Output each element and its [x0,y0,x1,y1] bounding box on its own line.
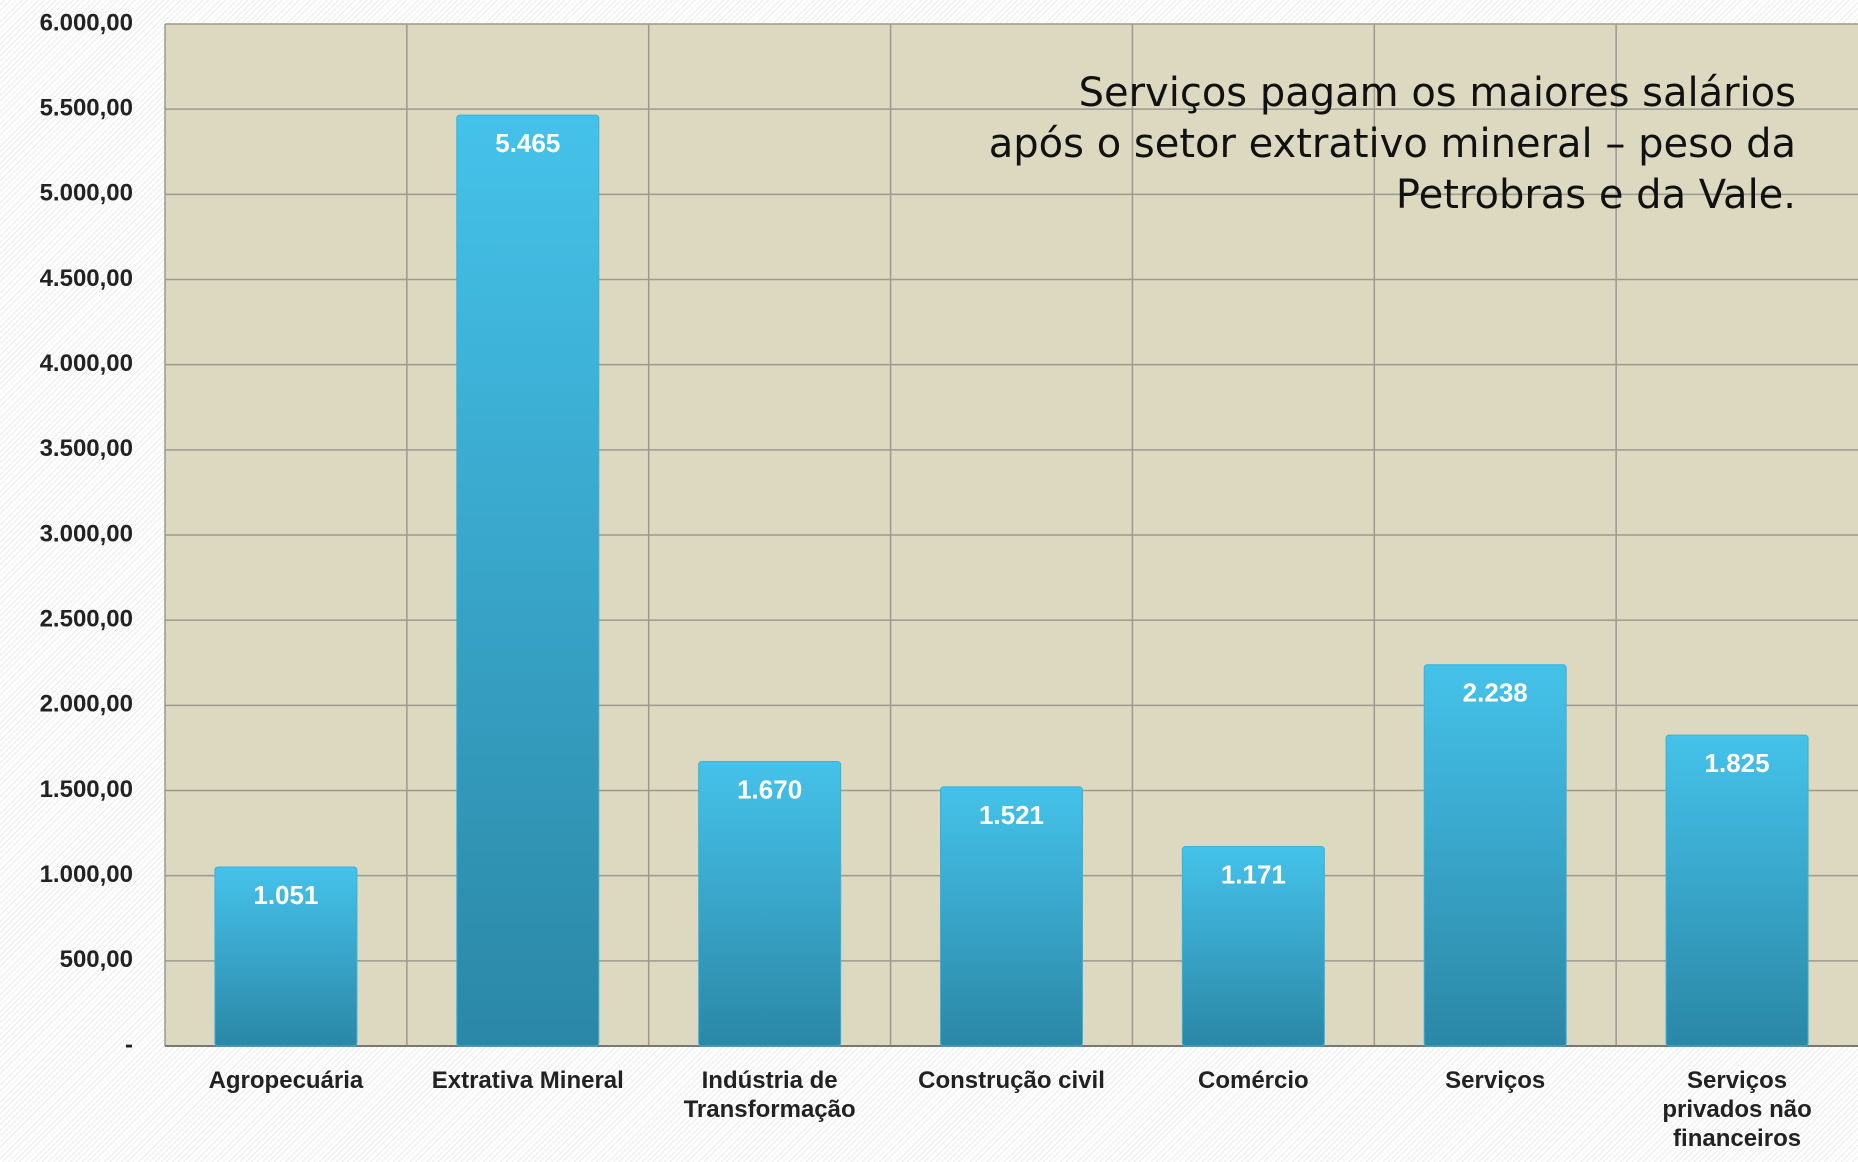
value-label: 1.051 [253,880,318,910]
value-label: 1.825 [1705,748,1770,778]
value-label: 2.238 [1463,678,1528,708]
x-tick-label: Construção civil [918,1067,1105,1094]
x-tick-label: Serviços [1445,1067,1546,1094]
x-tick-label: Serviços privados não financeiros [1662,1067,1812,1152]
y-tick-label: 1.500,00 [40,776,133,803]
y-tick-label: 5.000,00 [40,180,133,207]
x-tick-label: Comércio [1197,1067,1309,1094]
bar [1181,846,1325,1047]
y-tick-label: - [125,1031,133,1058]
y-tick-label: 4.000,00 [40,350,133,377]
value-label: 1.670 [737,774,802,804]
bar [456,114,600,1047]
y-tick-label: 3.500,00 [40,435,133,462]
value-label: 5.465 [495,128,560,158]
bar [1423,664,1567,1047]
y-tick-label: 1.000,00 [40,861,133,888]
bar [698,761,842,1047]
bar [940,786,1083,1047]
bar [214,866,358,1047]
value-label: 1.521 [979,800,1044,830]
annotation: Serviços pagam os maiores salários [1079,70,1796,116]
y-tick-label: 4.500,00 [40,265,133,292]
y-tick-label: 2.500,00 [40,606,133,633]
value-label: 1.171 [1221,859,1286,889]
annotation: Petrobras e da Vale. [1396,172,1796,218]
bar [1665,734,1809,1047]
y-tick-label: 3.000,00 [40,520,133,547]
x-tick-label: Extrativa Mineral [431,1067,624,1094]
annotation: após o setor extrativo mineral – peso da [989,121,1796,167]
y-tick-label: 500,00 [60,946,133,973]
x-tick-label: Indústria de Transformação [683,1067,856,1123]
y-tick-label: 5.500,00 [40,95,133,122]
y-tick-label: 6.000,00 [40,9,133,36]
x-tick-label: Agropecuária [208,1067,364,1094]
y-tick-label: 2.000,00 [40,691,133,718]
